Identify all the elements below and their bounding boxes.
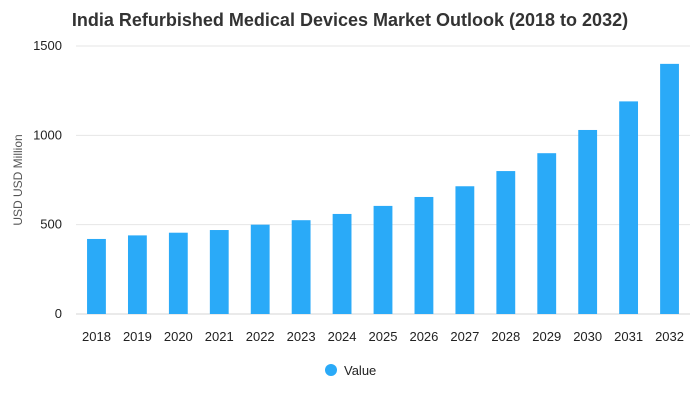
y-tick-label: 1500 [33, 38, 62, 53]
x-tick-label: 2023 [287, 329, 316, 344]
x-tick-label: 2022 [246, 329, 275, 344]
legend-swatch[interactable] [325, 364, 337, 376]
bar-2022[interactable] [250, 224, 270, 314]
y-axis-ticks: 0 500 1000 1500 [33, 38, 62, 321]
bar-2019[interactable] [127, 235, 147, 314]
x-tick-label: 2027 [450, 329, 479, 344]
x-tick-label: 2018 [82, 329, 111, 344]
x-axis-ticks: 2018 2019 2020 2021 2022 2023 2024 2025 2026 2027… [82, 329, 684, 344]
bar-2025[interactable] [373, 205, 393, 314]
bar-2018[interactable] [87, 238, 106, 314]
bar-2031[interactable] [619, 101, 639, 315]
bar-2024[interactable] [332, 213, 352, 314]
x-tick-label: 2024 [328, 329, 357, 344]
bar-2023[interactable] [291, 220, 311, 314]
y-tick-label: 500 [40, 217, 62, 232]
bar-2020[interactable] [168, 232, 188, 314]
y-tick-label: 0 [55, 306, 62, 321]
x-tick-label: 2025 [369, 329, 398, 344]
x-tick-label: 2030 [573, 329, 602, 344]
bar-2029[interactable] [537, 153, 557, 314]
x-tick-label: 2021 [205, 329, 234, 344]
bar-2027[interactable] [455, 186, 475, 314]
bar-2030[interactable] [578, 129, 598, 314]
y-axis-label: USD USD Million [11, 134, 25, 225]
legend: Value [325, 363, 376, 378]
bar-2021[interactable] [209, 230, 229, 314]
x-tick-label: 2028 [491, 329, 520, 344]
bar-2026[interactable] [414, 196, 434, 314]
x-tick-label: 2026 [409, 329, 438, 344]
x-tick-label: 2029 [532, 329, 561, 344]
bars [87, 63, 679, 315]
x-tick-label: 2020 [164, 329, 193, 344]
chart-title: India Refurbished Medical Devices Market… [72, 10, 628, 30]
bar-2028[interactable] [496, 171, 516, 314]
x-tick-label: 2019 [123, 329, 152, 344]
bar-2032[interactable] [660, 63, 679, 314]
y-tick-label: 1000 [33, 127, 62, 142]
x-tick-label: 2031 [614, 329, 643, 344]
legend-label[interactable]: Value [344, 363, 376, 378]
x-tick-label: 2032 [655, 329, 684, 344]
